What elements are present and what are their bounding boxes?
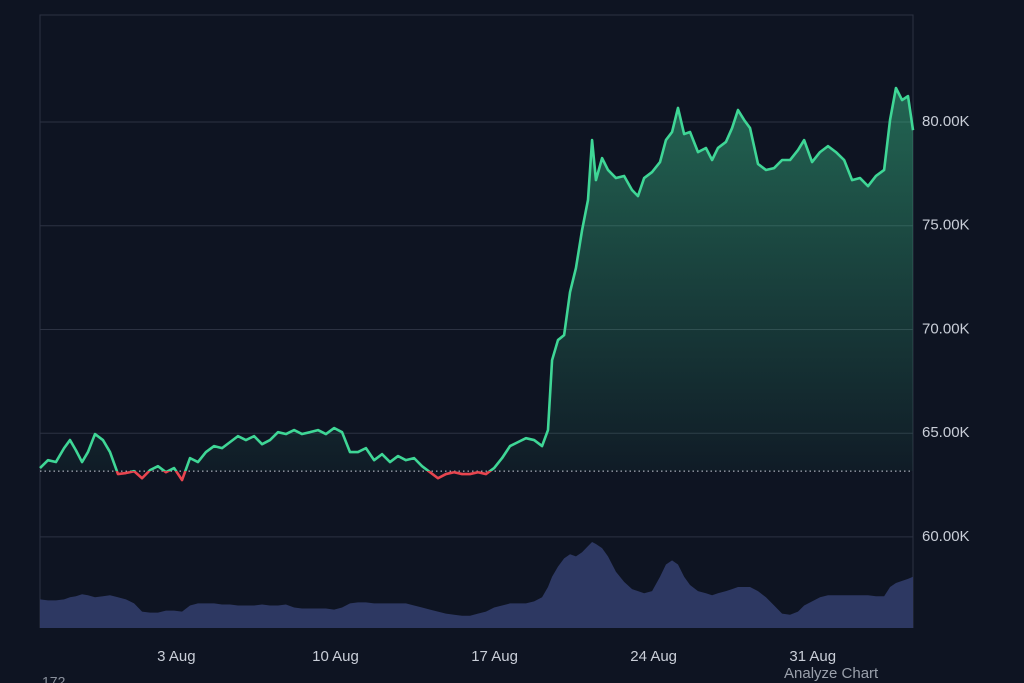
y-tick-label: 80.00K bbox=[922, 113, 970, 130]
analyze-chart[interactable]: Analyze Chart bbox=[784, 665, 879, 682]
y-tick-label: 75.00K bbox=[922, 217, 970, 234]
x-tick-label: 10 Aug bbox=[312, 648, 359, 665]
x-tick-label: 31 Aug bbox=[789, 648, 836, 665]
footer-left: 172 bbox=[42, 674, 66, 683]
y-tick-label: 70.00K bbox=[922, 320, 970, 337]
price-area bbox=[40, 88, 913, 472]
price-line-up bbox=[39, 86, 915, 472]
x-tick-label: 17 Aug bbox=[471, 648, 518, 665]
y-tick-label: 65.00K bbox=[922, 424, 970, 441]
y-tick-label: 60.00K bbox=[922, 528, 970, 545]
x-tick-label: 3 Aug bbox=[157, 648, 195, 665]
volume-area bbox=[40, 542, 913, 628]
x-tick-label: 24 Aug bbox=[630, 648, 677, 665]
